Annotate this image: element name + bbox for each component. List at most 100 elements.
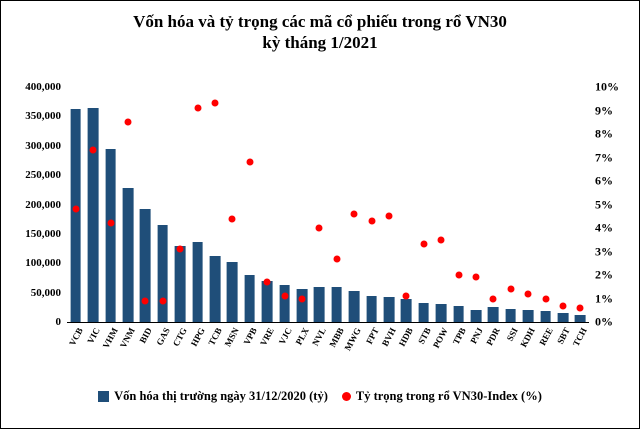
- right-axis-tick-label: 2%: [595, 267, 613, 282]
- dot-POW: [437, 236, 445, 244]
- dot-REE: [542, 295, 549, 302]
- right-axis-tick-label: 9%: [595, 103, 613, 117]
- bar-VIC: [87, 107, 99, 322]
- x-axis-label-SSI: SSI: [504, 326, 520, 343]
- x-axis-label-PNJ: PNJ: [468, 326, 485, 346]
- bar-series-swatch-icon: [98, 391, 110, 402]
- x-axis-label-VCB: VCB: [66, 326, 85, 348]
- chart-title-line2: kỳ tháng 1/2021: [262, 33, 378, 53]
- legend: Vốn hóa thị trường ngày 31/12/2020 (tỷ) …: [1, 389, 639, 404]
- x-axis-label-TCH: TCH: [571, 326, 590, 348]
- x-axis-label-HPG: HPG: [188, 326, 207, 348]
- bar-PLX: [296, 288, 308, 322]
- left-axis-tick-label: 50,000: [30, 286, 61, 299]
- bar-MWG: [348, 290, 360, 322]
- bar-TCH: [574, 314, 586, 322]
- legend-bar-label: Vốn hóa thị trường ngày 31/12/2020 (tỷ): [114, 389, 328, 403]
- x-axis-label-NVL: NVL: [310, 326, 329, 348]
- bar-VRE: [261, 280, 273, 322]
- right-axis-tick-label: 6%: [595, 173, 613, 188]
- x-axis-label-PLX: PLX: [293, 326, 311, 347]
- bar-NVL: [313, 286, 325, 322]
- bar-VHM: [105, 148, 116, 322]
- right-axis-tick-label: 4%: [595, 220, 613, 235]
- x-axis-label-VPB: VPB: [241, 326, 259, 347]
- dot-VCB: [72, 205, 80, 213]
- bar-VCB: [70, 109, 82, 322]
- bar-KDH: [522, 309, 534, 322]
- chart-title-line1: Vốn hóa và tỷ trọng các mã cổ phiếu tron…: [133, 12, 507, 31]
- left-axis-tick-label: 150,000: [25, 227, 61, 240]
- dot-MBB: [333, 255, 341, 263]
- dot-HPG: [194, 104, 201, 112]
- x-axis-label-HDB: HDB: [397, 326, 416, 348]
- dot-BID: [141, 297, 149, 305]
- chart-title: Vốn hóa và tỷ trọng các mã cổ phiếu tron…: [1, 11, 639, 54]
- dot-TPB: [455, 271, 462, 279]
- dot-SBT: [559, 302, 567, 310]
- x-axis-labels: VCB VIC VHM VNM BID GAS CTG HPG TCB MSN VPB VRE VJC P…: [67, 324, 589, 374]
- left-axis-tick-label: 0: [55, 316, 62, 328]
- x-axis-label-STB: STB: [415, 326, 433, 346]
- x-axis-label-POW: POW: [431, 326, 450, 350]
- bar-PNJ: [470, 310, 482, 322]
- bar-BID: [139, 208, 151, 322]
- dot-VRE: [263, 278, 271, 286]
- x-axis-label-VIC: VIC: [85, 326, 102, 346]
- right-axis-tick-label: 5%: [595, 197, 613, 211]
- x-axis-label-VHM: VHM: [100, 326, 120, 351]
- dot-SSI: [507, 285, 515, 293]
- dot-PLX: [298, 295, 306, 302]
- x-axis-label-TCB: TCB: [206, 326, 224, 348]
- dot-VNM: [124, 118, 132, 126]
- bar-VNM: [122, 188, 134, 322]
- x-axis-label-KDH: KDH: [518, 326, 537, 349]
- x-axis-label-VRE: VRE: [258, 326, 276, 348]
- left-axis-tick-label: 400,000: [25, 81, 61, 93]
- right-axis-tick-label: 1%: [595, 291, 613, 305]
- bar-FPT: [366, 295, 377, 322]
- bar-SSI: [505, 309, 517, 322]
- bar-SBT: [557, 313, 569, 322]
- dot-series-swatch-icon: [341, 392, 351, 401]
- bar-MBB: [331, 286, 343, 322]
- x-axis-label-CTG: CTG: [170, 326, 189, 348]
- x-axis-label-GAS: GAS: [153, 326, 172, 348]
- dot-TCB: [211, 99, 219, 107]
- bar-VJC: [279, 285, 290, 322]
- left-axis-tick-label: 200,000: [25, 198, 61, 211]
- bar-MSN: [226, 261, 238, 322]
- x-axis-label-MSN: MSN: [222, 326, 242, 349]
- dot-NVL: [315, 224, 323, 232]
- legend-dot-label: Tỷ trọng trong rổ VN30-Index (%): [355, 389, 542, 403]
- dot-PDR: [489, 295, 497, 302]
- bar-STB: [418, 302, 430, 322]
- x-axis-label-SBT: SBT: [554, 326, 572, 346]
- left-axis-tick-label: 100,000: [25, 257, 61, 270]
- x-axis-label-PDR: PDR: [484, 326, 503, 348]
- dot-MSN: [228, 215, 236, 223]
- dot-VHM: [107, 219, 114, 227]
- dot-GAS: [159, 297, 167, 305]
- right-axis-tick-label: 8%: [595, 126, 613, 141]
- dot-CTG: [176, 245, 184, 253]
- dot-HDB: [402, 292, 410, 300]
- x-axis-label-FPT: FPT: [363, 326, 381, 346]
- bar-HDB: [400, 298, 412, 322]
- right-axis-tick-label: 3%: [595, 244, 613, 258]
- bar-BVH: [383, 297, 395, 322]
- dot-BVH: [385, 212, 393, 220]
- legend-item-dot: Tỷ trọng trong rổ VN30-Index (%): [341, 389, 542, 404]
- dot-VJC: [281, 292, 288, 300]
- x-axis-label-TPB: TPB: [450, 326, 468, 347]
- x-axis-label-BID: BID: [137, 326, 155, 345]
- right-axis-tick-label: 10%: [595, 79, 619, 94]
- x-axis-label-VJC: VJC: [276, 326, 294, 347]
- dot-VIC: [89, 146, 97, 154]
- x-axis-label-BVH: BVH: [379, 326, 398, 348]
- plot-area: 400,000 350,000 300,000 250,000 200,000 150,0…: [25, 80, 619, 329]
- right-axis-tick-label: 7%: [595, 150, 613, 164]
- dot-VPB: [246, 158, 254, 166]
- left-axis-tick-label: 300,000: [25, 139, 61, 152]
